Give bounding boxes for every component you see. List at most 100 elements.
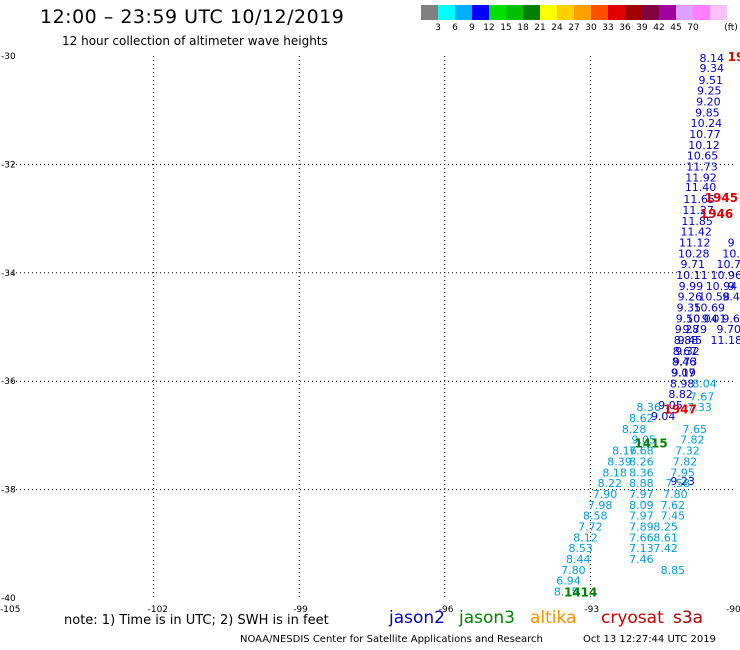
wave-height-value: 9.01 [702, 312, 727, 325]
color-swatch [574, 5, 591, 20]
legend-item-altika: altika [530, 608, 577, 628]
wave-height-value: 7.32 [675, 445, 700, 458]
wave-height-value: 8.61 [653, 531, 678, 544]
wave-height-value: 9.85 [695, 106, 720, 119]
wave-height-value: 7.82 [673, 455, 698, 468]
wave-height-value: 7.33 [687, 401, 712, 414]
wave-height-value: 9.70 [716, 323, 740, 336]
wave-height-value: 10.28 [678, 247, 710, 260]
lon-tick-label: -90 [726, 605, 740, 615]
wave-height-value: 7.89 [629, 520, 654, 533]
wave-height-value: 8.18 [602, 466, 627, 479]
wave-height-value: 11.65 [683, 193, 715, 206]
wave-height-value: 7.58 [666, 477, 691, 490]
color-scale-label: 30 [585, 23, 597, 33]
color-scale-label: 9 [469, 23, 475, 33]
wave-height-value: 8.15 [554, 585, 579, 598]
time-label: 1946 [700, 207, 733, 221]
color-swatch [540, 5, 557, 20]
wave-height-value: 9.51 [699, 74, 724, 87]
wave-height-value: 7.67 [690, 390, 715, 403]
footer-credit: NOAA/NESDIS Center for Satellite Applica… [240, 634, 543, 645]
wave-height-value: 10.77 [689, 128, 721, 141]
wave-height-value: 10.12 [688, 139, 720, 152]
color-scale-label: 18 [517, 23, 529, 33]
color-scale-label: 45 [670, 23, 682, 33]
wave-height-value: 9.19 [671, 367, 696, 380]
wave-height-value: 8.36 [629, 466, 654, 479]
color-swatch [557, 5, 574, 20]
lon-tick-label: -99 [293, 605, 308, 615]
color-scale-label: 70 [687, 23, 699, 33]
wave-height-value: 7.98 [588, 499, 613, 512]
wave-height-value: 8.67 [673, 345, 698, 358]
wave-height-value: 7.66 [629, 531, 654, 544]
time-label: 1945 [705, 191, 738, 205]
wave-height-value: 8.09 [629, 499, 654, 512]
color-scale-label: 33 [602, 23, 614, 33]
color-swatch [710, 5, 727, 20]
wave-height-value: 7.97 [629, 488, 654, 501]
wave-height-value: 8.14 [699, 52, 724, 65]
wave-height-value: 8.22 [598, 477, 623, 490]
wave-height-value: 8.82 [668, 388, 693, 401]
color-scale-label: 12 [483, 23, 495, 33]
lat-tick-label: -34 [1, 269, 16, 279]
color-swatch [455, 5, 472, 20]
wave-height-value: 9.20 [696, 96, 721, 109]
footer-timestamp: Oct 13 12:27:44 UTC 2019 [583, 634, 716, 645]
wave-height-value: 9.50 [676, 312, 701, 325]
color-scale-label: 36 [619, 23, 631, 33]
wave-height-value: 9.28 [675, 323, 700, 336]
color-swatch [591, 5, 608, 20]
wave-height-value: 11.92 [685, 171, 717, 184]
legend-item-jason2: jason2 [389, 608, 445, 628]
color-scale-label: 15 [500, 23, 512, 33]
lat-tick-label: -30 [1, 52, 16, 62]
lat-tick-label: -36 [1, 377, 16, 387]
wave-height-value: 11.73 [686, 161, 718, 174]
legend-item-s3a: s3a [673, 608, 704, 628]
wave-height-value: 9.99 [679, 280, 704, 293]
wave-height-value: 8.28 [622, 423, 647, 436]
wave-height-value: 7.95 [670, 466, 695, 479]
time-label: 1947 [663, 402, 696, 416]
lat-tick-label: -38 [1, 486, 16, 496]
wave-height-value: 10.94 [706, 280, 738, 293]
wave-height-value: 6.94 [556, 575, 581, 588]
wave-height-value: 8.98 [670, 377, 695, 390]
wave-height-value: 9.73 [673, 356, 698, 369]
map-subtitle: 12 hour collection of altimeter wave hei… [62, 34, 328, 48]
wave-height-value: 8.36 [636, 401, 661, 414]
color-scale-label: 39 [636, 23, 648, 33]
time-label: 1415 [634, 436, 667, 450]
wave-height-value: 7.80 [561, 564, 586, 577]
wave-height-value: 8.46 [672, 356, 697, 369]
wave-height-value: 7.80 [663, 488, 688, 501]
wave-height-value: 9.4 [722, 291, 740, 304]
color-swatch [625, 5, 642, 20]
wave-height-value: 9.45 [678, 334, 703, 347]
wave-height-value: 7.90 [593, 488, 618, 501]
color-scale-unit: (ft) [724, 23, 738, 33]
color-swatch [608, 5, 625, 20]
wave-height-value: 8.04 [692, 377, 717, 390]
wave-height-value: 10.65 [687, 150, 719, 163]
wave-height-value: 9.23 [670, 475, 695, 488]
map-title: 12:00 – 23:59 UTC 10/12/2019 [40, 6, 345, 28]
time-label: 1414 [564, 585, 597, 599]
color-scale-label: 42 [653, 23, 665, 33]
wave-height-value: 11.85 [681, 215, 713, 228]
time-label: 19 [728, 50, 740, 64]
wave-height-value: 8.44 [566, 553, 591, 566]
legend-item-jason3: jason3 [459, 608, 515, 628]
wave-height-value: 10. [722, 247, 740, 260]
wave-height-value: 8.58 [583, 510, 608, 523]
color-scale-label: 3 [435, 23, 441, 33]
color-swatch [438, 5, 455, 20]
wave-height-value: 10.7 [716, 258, 740, 271]
wave-height-value: 7.45 [661, 510, 686, 523]
color-swatch [693, 5, 710, 20]
color-swatch [676, 5, 693, 20]
wave-height-value: 11.40 [685, 181, 717, 194]
